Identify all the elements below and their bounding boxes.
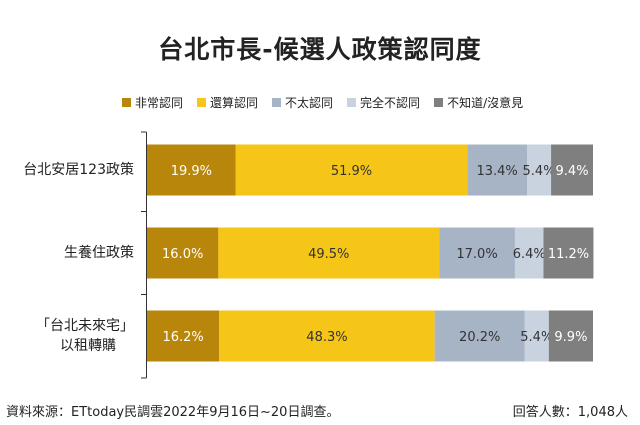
data-label: 6.4% [513,247,546,262]
legend-swatch [272,97,282,107]
bar-segment [439,227,515,279]
category-label-line: 以租轉購 [60,338,116,354]
legend-item: 非常認同 [122,94,183,111]
category-label-line: 「台北未來宅」 [36,318,134,334]
data-label: 51.9% [331,164,372,179]
data-label: 9.4% [556,164,589,179]
legend-item: 不知道/沒意見 [434,94,523,111]
bar-segment [147,227,219,279]
legend-swatch [347,97,357,107]
bar-segment [526,144,552,196]
bar-segment [548,310,593,362]
data-label: 9.9% [554,330,587,345]
legend-label: 不太認同 [285,95,334,110]
category-label-line: 台北安居123政策 [23,162,134,178]
legend-item: 完全不認同 [347,94,420,111]
bar-segment [147,144,236,196]
legend-item: 不太認同 [272,94,333,111]
legend-item: 還算認同 [197,94,258,111]
legend-swatch [122,97,131,107]
data-label: 13.4% [476,164,517,179]
legend-label: 不知道/沒意見 [447,95,524,110]
data-label: 19.9% [171,164,212,179]
legend-label: 完全不認同 [360,95,421,110]
category-label: 台北安居123政策 [10,160,134,180]
data-label: 48.3% [306,330,347,345]
respondent-count: 回答人數：1,048人 [512,405,628,420]
bar-segment [218,227,440,279]
bar-segment [467,144,527,196]
data-label: 11.2% [548,247,589,262]
chart-legend: 非常認同 還算認同 不太認同 完全不認同 不知道/沒意見 [122,93,582,111]
data-label: 20.2% [459,330,500,345]
data-label: 5.4% [520,330,553,345]
category-label-line: 生養住政策 [64,245,134,261]
data-label: 5.4% [523,164,556,179]
bar-segment [147,310,220,362]
legend-label: 非常認同 [135,95,184,110]
bar-segment [434,310,525,362]
bar-segment [543,227,594,279]
data-label: 16.2% [162,330,203,345]
legend-label: 還算認同 [210,95,259,110]
data-label: 49.5% [308,247,349,262]
bar-segment [514,227,544,279]
category-label: 生養住政策 [10,243,134,263]
data-label: 16.0% [162,247,203,262]
bar-segment [524,310,549,362]
legend-swatch [197,97,207,107]
bar-segment [235,144,468,196]
source-note: 資料來源：ETtoday民調雲2022年9月16日~20日調查。 [6,405,340,420]
bar-segment [219,310,435,362]
bar-segment [551,144,593,196]
category-label: 「台北未來宅」 以租轉購 [10,316,134,356]
chart-title: 台北市長-候選人政策認同度 [158,35,482,64]
legend-swatch [434,97,444,107]
data-label: 17.0% [456,247,497,262]
